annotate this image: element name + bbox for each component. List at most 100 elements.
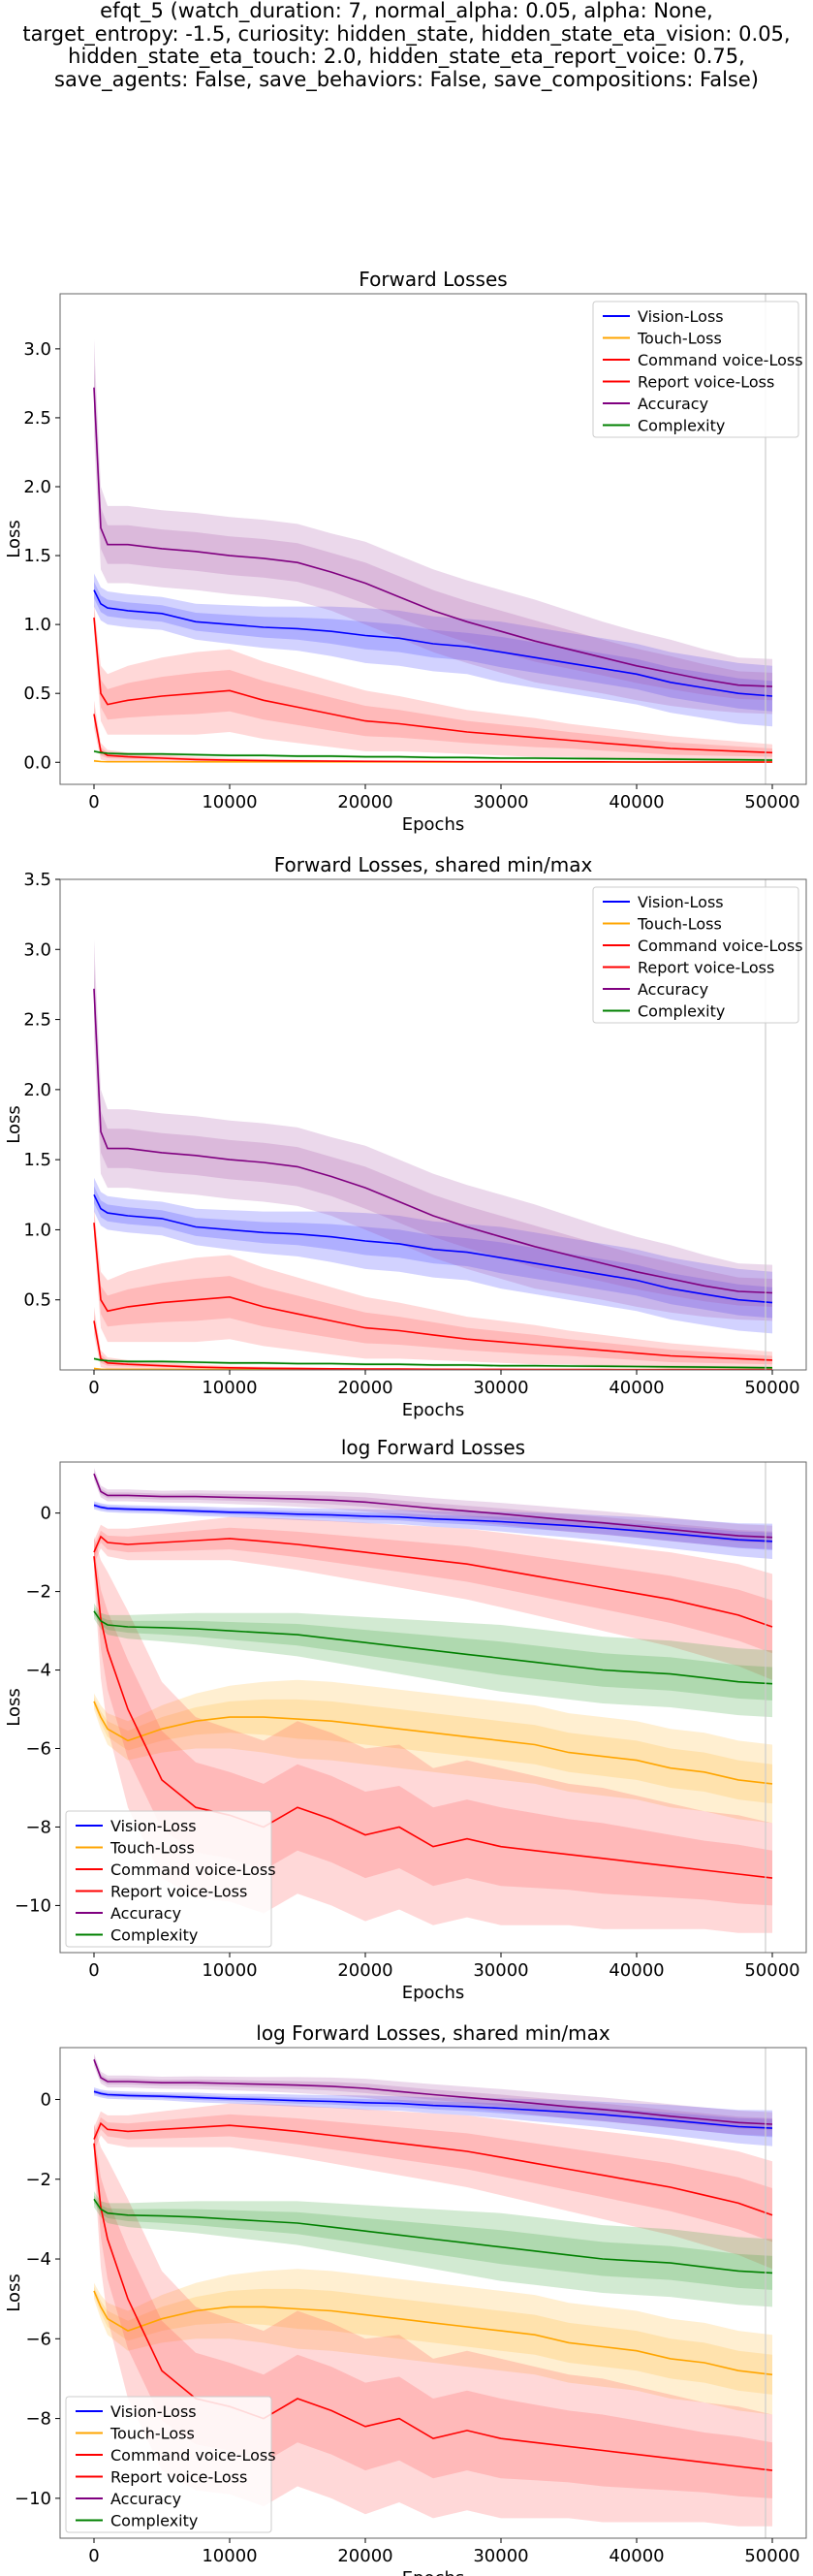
x-tick-label: 20000	[337, 792, 392, 812]
y-tick-label: 0.5	[23, 684, 51, 704]
y-axis-label: Loss	[4, 520, 24, 557]
legend-entry: Report voice-Loss	[638, 373, 774, 392]
y-tick-label: 3.0	[23, 939, 51, 960]
band-command-voice-loss	[94, 1516, 772, 1680]
y-tick-label: −4	[25, 2249, 51, 2270]
band-report-voice-loss	[94, 700, 772, 763]
x-axis-label: Epochs	[402, 1983, 465, 2003]
series-line-touch-loss	[93, 1701, 773, 1785]
x-tick-label: 40000	[609, 1960, 664, 1981]
x-tick-label: 30000	[473, 1378, 528, 1398]
x-tick-label: 50000	[744, 1378, 799, 1398]
series-line-vision-loss	[93, 2090, 773, 2129]
y-tick-label: 1.5	[23, 1150, 51, 1170]
y-tick-label: 0	[41, 2089, 51, 2110]
plot-area	[93, 879, 773, 1370]
chart-title: Forward Losses, shared min/max	[274, 853, 593, 876]
legend-entry: Vision-Loss	[638, 307, 724, 326]
chart-title: log Forward Losses	[341, 1436, 525, 1459]
legend-entry: Report voice-Loss	[638, 959, 774, 977]
legend-box	[592, 886, 799, 1024]
x-tick-label: 30000	[473, 1960, 528, 1981]
chart-title: Forward Losses	[359, 268, 507, 291]
x-tick-label: 10000	[202, 2546, 257, 2566]
legend-entry: Touch-Loss	[637, 915, 722, 934]
y-tick-label: 1.0	[23, 1220, 51, 1240]
series-line-accuracy	[93, 387, 773, 687]
legend-entry: Report voice-Loss	[110, 2468, 247, 2487]
y-tick-label: 1.0	[23, 615, 51, 635]
axes-frame	[59, 878, 807, 1371]
series-line-report-voice-loss	[93, 2143, 773, 2471]
chart-4: 0 10000 20000 30000 40000 50000 −10 −8 −6 −4 −2 0 lo…	[4, 2021, 807, 2576]
y-tick-label: −2	[25, 2170, 51, 2190]
inner-band-touch-loss	[94, 1697, 772, 1804]
y-tick-label: 1.5	[23, 546, 51, 566]
inner-band-complexity	[94, 1606, 772, 1701]
inner-band-touch-loss	[94, 2286, 772, 2395]
band-command-voice-loss	[94, 2103, 772, 2270]
legend-entry: Command voice-Loss	[638, 351, 803, 369]
y-tick-label: −10	[15, 2489, 51, 2509]
y-tick-label: −6	[25, 2329, 51, 2349]
legend-entry: Vision-Loss	[638, 893, 724, 911]
band-report-voice-loss	[94, 1306, 772, 1370]
legend-entry: Complexity	[638, 417, 725, 435]
y-tick-label: −4	[25, 1661, 51, 1681]
series-line-command-voice-loss	[93, 1535, 773, 1628]
series-line-command-voice-loss	[93, 617, 773, 754]
band-complexity	[94, 2191, 772, 2307]
band-accuracy	[94, 939, 772, 1321]
y-tick-label: 2.0	[23, 477, 51, 497]
legend-entry: Touch-Loss	[637, 330, 722, 348]
inner-band-vision-loss	[94, 1186, 772, 1319]
x-tick-label: 30000	[473, 792, 528, 812]
series-line-complexity	[93, 2198, 773, 2274]
y-tick-label: 3.0	[23, 339, 51, 360]
band-complexity	[94, 1603, 772, 1718]
x-tick-label: 0	[88, 1378, 99, 1398]
series-line-accuracy	[93, 1473, 773, 1539]
legend-entry: Command voice-Loss	[110, 2446, 276, 2465]
chart-title: log Forward Losses, shared min/max	[256, 2021, 610, 2045]
inner-band-command-voice-loss	[94, 1527, 772, 1654]
inner-band-command-voice-loss	[94, 2114, 772, 2242]
series-line-accuracy	[93, 988, 773, 1294]
x-tick-label: 0	[88, 2546, 99, 2566]
series-line-complexity	[93, 1610, 773, 1685]
band-command-voice-loss	[94, 603, 772, 761]
legend-entry: Touch-Loss	[109, 1839, 195, 1858]
legend-entry: Accuracy	[638, 980, 708, 999]
legend-entry: Accuracy	[110, 1904, 181, 1923]
series-line-accuracy	[93, 2059, 773, 2125]
band-vision-loss	[94, 1501, 772, 1559]
series-line-vision-loss	[93, 1193, 773, 1304]
legend: Vision-Loss Touch-Loss Command voice-Loss R…	[65, 2396, 276, 2533]
chart-1: 0 10000 20000 30000 40000 50000 0.0 0.5 1.0 1.5 2.…	[4, 268, 807, 835]
x-tick-label: 10000	[202, 1960, 257, 1981]
legend-box	[65, 2396, 272, 2533]
x-tick-label: 20000	[337, 1378, 392, 1398]
band-touch-loss	[94, 1679, 772, 1824]
inner-band-accuracy	[94, 1471, 772, 1543]
y-tick-label: 2.5	[23, 1010, 51, 1031]
band-vision-loss	[94, 573, 772, 727]
chart-2: 0 10000 20000 30000 40000 50000 0.5 1.0 1.5 2.0 2.…	[4, 853, 807, 1420]
y-tick-label: 2.5	[23, 408, 51, 429]
series-line-command-voice-loss	[93, 1223, 773, 1361]
legend-entry: Report voice-Loss	[110, 1883, 247, 1901]
plot-area	[93, 294, 773, 784]
band-vision-loss	[94, 1177, 772, 1334]
y-tick-label: −2	[25, 1582, 51, 1603]
y-tick-label: −8	[25, 2409, 51, 2430]
y-tick-label: 0.0	[23, 752, 51, 773]
y-tick-label: 3.5	[23, 870, 51, 890]
x-tick-label: 20000	[337, 2546, 392, 2566]
series-line-complexity	[93, 1357, 773, 1369]
legend-box	[592, 301, 799, 438]
y-axis-label: Loss	[4, 1688, 24, 1726]
legend-entry: Accuracy	[638, 395, 708, 413]
series-line-report-voice-loss	[93, 714, 772, 763]
y-tick-label: −6	[25, 1739, 51, 1760]
